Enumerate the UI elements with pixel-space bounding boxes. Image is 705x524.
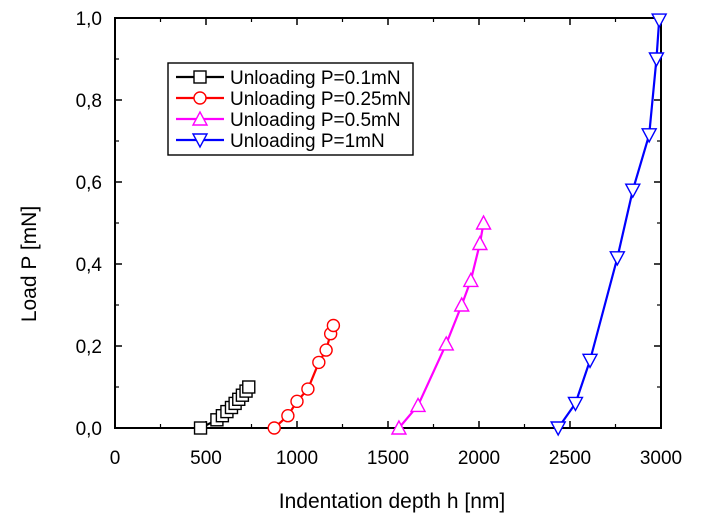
series-1 <box>267 318 341 435</box>
data-point <box>471 235 489 251</box>
legend-item-0: Unloading P=0.1mN <box>176 68 401 89</box>
x-tick-label: 3000 <box>640 448 682 469</box>
legend-item-3: Unloading P=1mN <box>176 131 385 152</box>
y-axis: 0,0 0,2 0,4 0,6 0,8 1,0 <box>76 9 661 440</box>
data-point <box>267 421 281 435</box>
y-tick-label: 0,0 <box>76 419 102 440</box>
series-0 <box>193 380 256 435</box>
data-point <box>475 214 492 230</box>
y-tick-label: 0,2 <box>76 337 102 358</box>
data-point <box>409 396 427 413</box>
data-point <box>624 183 641 199</box>
x-tick-label: 500 <box>190 448 222 469</box>
data-point <box>609 251 626 267</box>
data-point <box>281 409 295 423</box>
data-point <box>438 335 455 351</box>
data-point <box>567 396 584 412</box>
legend-label: Unloading P=1mN <box>230 131 385 152</box>
data-point <box>462 271 479 288</box>
x-tick-label: 0 <box>110 448 121 469</box>
legend-label: Unloading P=0.1mN <box>230 68 401 89</box>
data-point <box>581 353 599 369</box>
y-tick-label: 0,6 <box>76 173 102 194</box>
data-point <box>651 13 668 29</box>
legend-marker <box>193 91 207 105</box>
y-tick-label: 1,0 <box>76 9 102 30</box>
legend-item-2: Unloading P=0.5mN <box>176 110 401 131</box>
data-point <box>390 419 408 435</box>
series-line <box>557 19 661 429</box>
data-point <box>648 52 665 68</box>
data-point <box>326 318 341 333</box>
x-axis-title: Indentation depth h [nm] <box>279 490 506 513</box>
x-tick-label: 2500 <box>549 448 591 469</box>
series-3 <box>549 13 668 437</box>
legend-marker <box>191 133 209 149</box>
x-tick-label: 2000 <box>458 448 500 469</box>
x-tick-label: 1500 <box>367 448 409 469</box>
data-point <box>290 394 304 409</box>
series-layer <box>193 13 668 437</box>
legend-item-1: Unloading P=0.25mN <box>176 89 411 110</box>
series-2 <box>390 214 492 435</box>
data-point <box>549 421 567 437</box>
x-axis: 0 500 1000 1500 2000 2500 3000 <box>110 18 682 469</box>
x-tick-label: 1000 <box>276 448 318 469</box>
data-point <box>312 355 326 370</box>
legend-marker <box>191 110 209 126</box>
legend-label: Unloading P=0.5mN <box>230 110 401 131</box>
data-point <box>193 421 208 435</box>
y-tick-label: 0,4 <box>76 255 103 276</box>
series-line <box>398 222 485 429</box>
y-axis-title: Load P [mN] <box>18 206 41 322</box>
legend-label: Unloading P=0.25mN <box>230 89 411 110</box>
legend-marker <box>193 70 207 84</box>
data-point <box>640 128 658 144</box>
data-point <box>453 296 470 312</box>
y-tick-label: 0,8 <box>76 91 102 112</box>
data-point <box>242 380 256 394</box>
data-point <box>319 343 333 357</box>
data-point <box>301 382 315 396</box>
